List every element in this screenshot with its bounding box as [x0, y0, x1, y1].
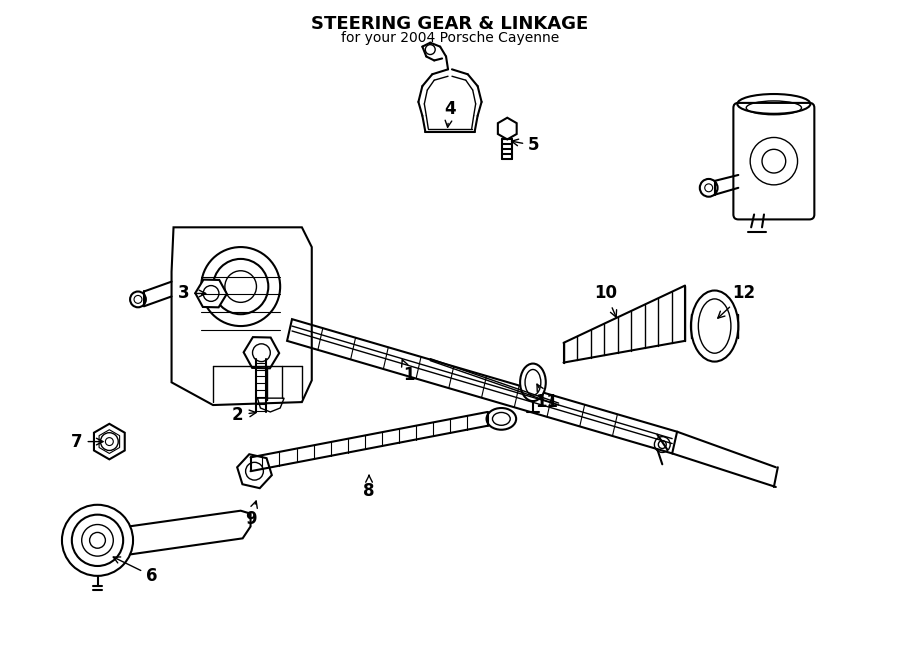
- Text: 7: 7: [71, 432, 103, 451]
- Text: 10: 10: [595, 284, 617, 317]
- Text: 4: 4: [445, 100, 455, 128]
- Ellipse shape: [487, 408, 517, 430]
- Text: 11: 11: [536, 384, 558, 411]
- Ellipse shape: [520, 364, 545, 401]
- Text: STEERING GEAR & LINKAGE: STEERING GEAR & LINKAGE: [311, 15, 589, 33]
- Ellipse shape: [691, 291, 738, 362]
- Polygon shape: [94, 511, 250, 558]
- Text: for your 2004 Porsche Cayenne: for your 2004 Porsche Cayenne: [341, 31, 559, 45]
- Text: 6: 6: [113, 557, 158, 585]
- Text: 5: 5: [511, 136, 540, 155]
- Text: 2: 2: [232, 406, 256, 424]
- Circle shape: [62, 505, 133, 576]
- Text: 12: 12: [718, 284, 756, 318]
- Text: 8: 8: [364, 475, 374, 500]
- Text: 1: 1: [401, 360, 414, 385]
- Text: 9: 9: [245, 501, 257, 527]
- Text: 3: 3: [177, 284, 206, 303]
